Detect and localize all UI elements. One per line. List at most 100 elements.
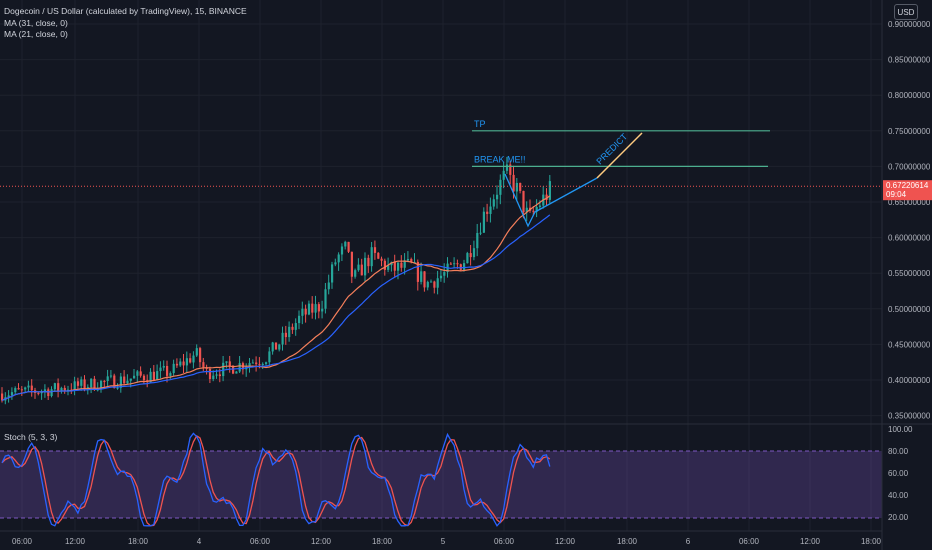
- price-tick: 0.35000000: [888, 412, 931, 421]
- candle: [14, 386, 17, 395]
- candle: [515, 177, 518, 200]
- ma31-legend[interactable]: MA (31, close, 0): [4, 18, 68, 28]
- time-axis[interactable]: 06:00 12:00 18:00 4 06:00 12:00 18:00 5 06:00 12:…: [12, 537, 882, 546]
- candle: [354, 268, 357, 279]
- current-price-countdown: 09:04: [886, 190, 907, 199]
- candle: [251, 359, 254, 364]
- candle: [40, 389, 43, 400]
- price-tick: 0.45000000: [888, 340, 931, 349]
- candle: [172, 359, 175, 376]
- candle: [433, 280, 436, 294]
- time-tick: 12:00: [555, 537, 576, 546]
- candle: [30, 379, 33, 397]
- candle: [367, 254, 370, 273]
- stoch-legend[interactable]: Stoch (5, 3, 3): [4, 432, 58, 442]
- candle: [149, 368, 152, 383]
- candle: [529, 199, 532, 213]
- candle: [106, 369, 109, 388]
- candle: [393, 254, 396, 277]
- current-price-value: 0.67220614: [886, 181, 929, 190]
- candle: [222, 355, 225, 382]
- candle: [182, 354, 185, 373]
- candle: [476, 223, 479, 257]
- candle: [274, 342, 278, 350]
- candle: [489, 197, 492, 223]
- candle: [208, 366, 212, 384]
- candle: [37, 391, 40, 396]
- candle: [496, 185, 499, 209]
- symbol-legend[interactable]: Dogecoin / US Dollar (calculated by Trad…: [4, 6, 247, 16]
- candle: [139, 366, 142, 378]
- candle: [159, 361, 162, 379]
- candle: [291, 323, 294, 334]
- time-tick: 18:00: [617, 537, 638, 546]
- candle: [90, 378, 93, 394]
- candle: [337, 252, 340, 271]
- candle: [53, 382, 56, 392]
- candle: [192, 351, 195, 369]
- candle: [463, 259, 466, 272]
- candle: [327, 274, 330, 295]
- time-tick: 12:00: [800, 537, 821, 546]
- candle: [7, 390, 10, 403]
- candle: [482, 207, 485, 234]
- candles: [1, 156, 551, 405]
- price-axis[interactable]: 0.90000000 0.85000000 0.80000000 0.75000000…: [888, 20, 931, 421]
- candle: [288, 321, 291, 342]
- candle: [10, 387, 14, 400]
- time-tick: 18:00: [372, 537, 393, 546]
- candle: [377, 251, 380, 260]
- stoch-tick: 40.00: [888, 491, 909, 500]
- ma31-line: [1, 214, 551, 402]
- tp-label: TP: [474, 119, 486, 129]
- candle: [380, 256, 383, 267]
- candle: [301, 301, 304, 325]
- candle: [109, 370, 113, 379]
- time-tick: 12:00: [311, 537, 332, 546]
- candle: [156, 364, 159, 381]
- candle: [357, 258, 360, 272]
- candle: [278, 343, 281, 352]
- candle: [439, 269, 443, 282]
- candle: [548, 175, 551, 204]
- candle: [370, 241, 373, 272]
- price-tick: 0.40000000: [888, 376, 931, 385]
- price-tick: 0.60000000: [888, 234, 931, 243]
- candle: [423, 271, 426, 292]
- candle: [20, 386, 23, 396]
- candle: [63, 385, 66, 394]
- predict-arrow[interactable]: [596, 132, 643, 179]
- candle: [317, 302, 320, 319]
- price-tick: 0.85000000: [888, 56, 931, 65]
- candle: [245, 363, 248, 377]
- candle: [142, 374, 146, 385]
- candle: [281, 326, 284, 351]
- candle: [202, 357, 205, 372]
- candle: [430, 279, 433, 283]
- candle: [205, 364, 208, 375]
- price-tick: 0.65000000: [888, 198, 931, 207]
- stoch-axis[interactable]: 100.00 80.00 60.00 40.00 20.00: [888, 425, 913, 522]
- candle: [100, 379, 103, 393]
- time-tick: 6: [686, 537, 691, 546]
- candle: [76, 377, 80, 391]
- price-tick: 0.50000000: [888, 305, 931, 314]
- candle: [321, 300, 324, 319]
- currency-button[interactable]: USD: [894, 4, 918, 20]
- candle: [255, 356, 258, 372]
- candle: [195, 344, 198, 357]
- candle: [284, 325, 287, 345]
- candle: [311, 296, 314, 319]
- time-tick: 18:00: [861, 537, 882, 546]
- candle: [294, 318, 297, 336]
- candle: [400, 255, 403, 272]
- price-tick: 0.90000000: [888, 20, 931, 29]
- candle: [364, 252, 367, 283]
- candle: [443, 263, 446, 283]
- predict-path[interactable]: [504, 173, 598, 228]
- time-tick: 4: [197, 537, 202, 546]
- ma21-legend[interactable]: MA (21, close, 0): [4, 29, 68, 39]
- candle: [271, 341, 274, 355]
- candle: [472, 240, 476, 261]
